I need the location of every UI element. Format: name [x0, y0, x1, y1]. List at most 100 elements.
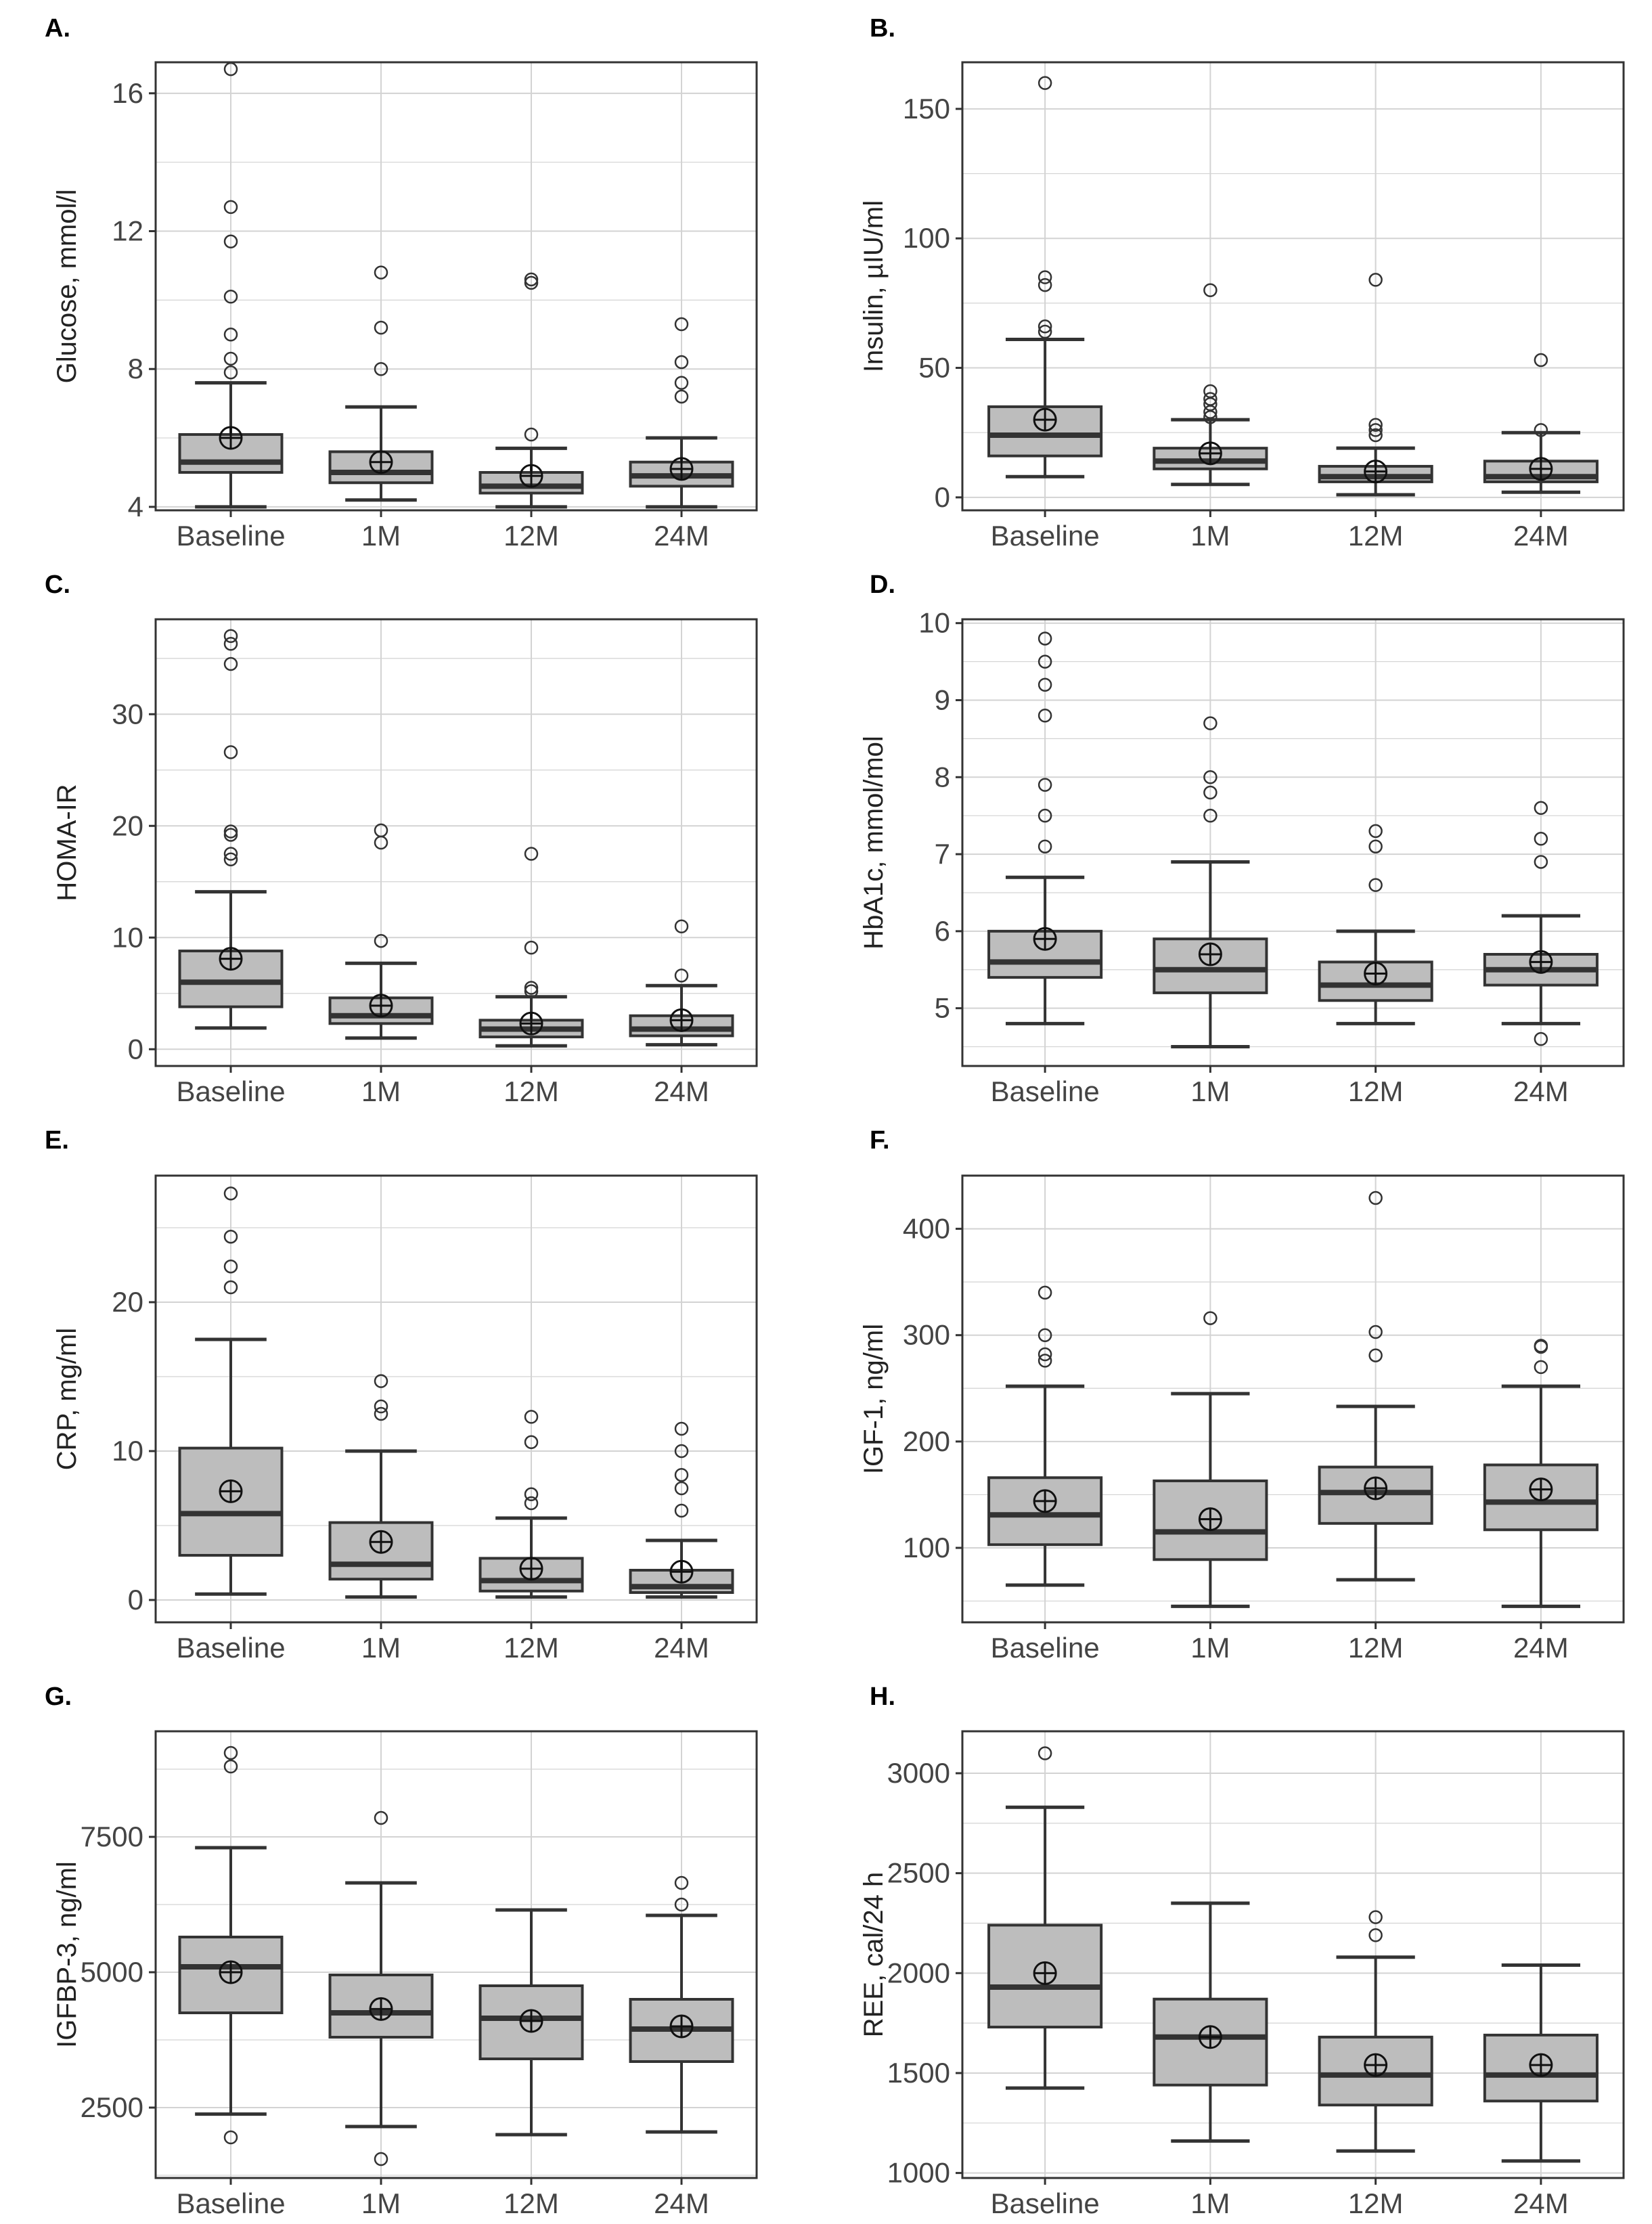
outlier-point — [223, 1759, 238, 1774]
outlier-point — [1368, 423, 1383, 437]
outlier-point — [674, 1467, 689, 1482]
outlier-point — [223, 365, 238, 380]
y-tick-label: 10 — [112, 1435, 143, 1467]
y-axis-label: HbA1c, mmol/mol — [859, 736, 889, 950]
outlier-point — [674, 376, 689, 390]
panel-frame — [961, 1174, 1625, 1624]
outlier-point — [1037, 76, 1052, 90]
outlier-point — [1203, 785, 1218, 800]
y-tick-label: 100 — [903, 222, 950, 254]
y-tick-label: 16 — [112, 77, 143, 109]
outlier-point — [524, 981, 539, 995]
panel-frame — [961, 618, 1625, 1067]
x-tick-label: 24M — [654, 520, 709, 552]
y-tick-label: 10 — [112, 921, 143, 953]
outlier-point — [1037, 1746, 1052, 1760]
x-tick-label: 1M — [1190, 1632, 1230, 1664]
outlier-point — [223, 745, 238, 759]
x-tick-label: 12M — [504, 1075, 559, 1107]
y-tick-label: 300 — [903, 1319, 950, 1351]
box-baseline — [987, 631, 1103, 1025]
outlier-point — [1368, 1325, 1383, 1339]
outlier-point — [223, 1259, 238, 1274]
x-tick-label: 24M — [654, 2187, 709, 2219]
outlier-point — [1037, 1354, 1052, 1368]
box-baseline — [178, 1745, 284, 2145]
box-24m — [1483, 353, 1599, 494]
x-tick-label: 24M — [1513, 1075, 1569, 1107]
outlier-point — [1203, 283, 1218, 297]
y-tick-label: 200 — [903, 1425, 950, 1457]
iqr-box — [328, 996, 434, 1025]
outlier-point — [1368, 1191, 1383, 1205]
outlier-point — [674, 389, 689, 404]
box-12m — [1318, 1191, 1433, 1582]
outlier-point — [223, 1229, 238, 1244]
outlier-point — [524, 272, 539, 287]
outlier-point — [1037, 631, 1052, 646]
outlier-point — [674, 1444, 689, 1459]
box-24m — [629, 919, 734, 1047]
box-12m — [1318, 273, 1433, 497]
x-tick-label: 12M — [1348, 2187, 1404, 2219]
box-12m — [1318, 1910, 1433, 2153]
x-tick-label: Baseline — [991, 520, 1100, 552]
outlier-point — [1368, 878, 1383, 892]
y-tick-label: 1000 — [887, 2157, 950, 2189]
outlier-point — [1368, 273, 1383, 287]
outlier-point — [1037, 654, 1052, 669]
x-tick-label: 1M — [361, 520, 401, 552]
box-1m — [328, 1374, 434, 1599]
y-tick-label: 0 — [935, 481, 950, 513]
box-12m — [478, 1908, 584, 2137]
y-tick-label: 0 — [128, 1584, 143, 1616]
x-tick-label: 12M — [1348, 1632, 1404, 1664]
outlier-point — [374, 823, 388, 838]
x-tick-label: Baseline — [991, 1632, 1100, 1664]
box-24m — [1483, 1339, 1599, 1608]
outlier-point — [374, 265, 388, 280]
outlier-point — [674, 919, 689, 933]
outlier-point — [223, 290, 238, 304]
panel-f: F. 100 200 300 400 Baseline 1M 12M 24M IGF-1, ng/… — [859, 1126, 1625, 1664]
y-tick-label: 6 — [935, 915, 950, 947]
box-baseline — [987, 1746, 1103, 2090]
box-24m — [1483, 1963, 1599, 2163]
panel-letter: F. — [870, 1126, 890, 1155]
box-24m — [1483, 801, 1599, 1046]
y-axis-label: REE, cal/24 h — [859, 1872, 889, 2038]
outlier-point — [374, 320, 388, 335]
y-axis-label: HOMA-IR — [52, 784, 82, 901]
outlier-point — [223, 328, 238, 342]
outlier-point — [1534, 353, 1548, 368]
panel-letter: D. — [870, 571, 895, 599]
outlier-point — [223, 1745, 238, 1760]
outlier-point — [374, 1810, 388, 1825]
y-axis-label: IGF-1, ng/ml — [859, 1324, 889, 1474]
outlier-point — [524, 1410, 539, 1424]
x-tick-label: Baseline — [176, 1632, 285, 1664]
panel-a: A. 4 8 12 16 Baseline 1M 12M 24M Glucose, mmol/l — [45, 14, 758, 552]
panel-letter: H. — [870, 1683, 895, 1711]
outlier-point — [524, 427, 539, 442]
panel-frame — [961, 1730, 1625, 2179]
outlier-point — [1534, 423, 1548, 437]
outlier-point — [524, 275, 539, 290]
outlier-point — [223, 629, 238, 643]
iqr-box — [1483, 1463, 1599, 1532]
panel-c: C. 0 10 20 30 Baseline 1M 12M 24M HOMA-IR — [45, 571, 758, 1107]
y-tick-label: 150 — [903, 93, 950, 125]
outlier-point — [1368, 418, 1383, 432]
iqr-box — [178, 950, 284, 1008]
y-tick-label: 400 — [903, 1213, 950, 1245]
outlier-point — [1037, 319, 1052, 334]
y-axis-label: Insulin, µIU/ml — [859, 200, 889, 372]
box-1m — [1153, 1901, 1268, 2143]
box-1m — [328, 265, 434, 502]
box-baseline — [178, 1186, 284, 1596]
outlier-point — [223, 1186, 238, 1201]
x-tick-label: Baseline — [176, 1075, 285, 1107]
y-tick-label: 3000 — [887, 1757, 950, 1789]
y-tick-label: 5000 — [81, 1956, 143, 1988]
y-tick-label: 9 — [935, 684, 950, 715]
